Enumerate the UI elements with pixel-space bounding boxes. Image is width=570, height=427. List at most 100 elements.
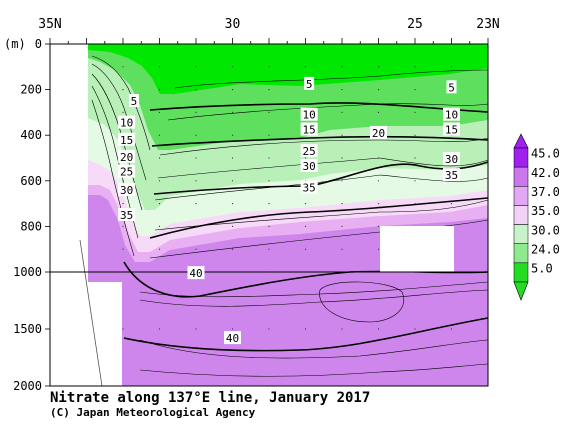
contour-line (167, 103, 489, 121)
y-axis-unit: (m) (4, 37, 26, 51)
station-dot (377, 225, 380, 227)
contour-label: 35 (120, 209, 133, 222)
legend-label: 30.0 (531, 223, 560, 237)
station-dot (414, 111, 416, 113)
station-dot (341, 111, 343, 113)
contour-label: 30 (303, 160, 316, 173)
y-tick-label: 200 (20, 83, 42, 97)
station-dot (122, 180, 124, 182)
chart-title: Nitrate along 137°E line, January 2017 (50, 390, 370, 406)
station-dot (122, 66, 124, 68)
contour-line (159, 137, 489, 156)
station-dot (268, 225, 270, 227)
contour-line (139, 339, 489, 359)
station-dot (122, 111, 124, 113)
station-dot (414, 66, 416, 68)
contour-40-deep (123, 317, 489, 352)
contour-label-box (304, 76, 315, 90)
station-dot (231, 328, 234, 330)
contour-label-box (300, 180, 318, 194)
station-dot (414, 203, 416, 205)
station-dot (158, 157, 161, 159)
y-tick-label: 1500 (13, 322, 42, 336)
legend-label: 5.0 (531, 262, 553, 276)
contour-label: 30 (445, 153, 458, 166)
contour-label: 5 (306, 78, 313, 91)
contour-line (174, 69, 489, 89)
contour-label: 5 (131, 95, 138, 108)
station-dot (231, 180, 234, 182)
station-dot (195, 66, 197, 68)
station-dot (414, 180, 416, 182)
station-dot (341, 328, 343, 330)
station-dot (158, 248, 161, 250)
station-dot (122, 225, 124, 227)
station-dot (304, 203, 307, 205)
station-dot (341, 157, 343, 159)
contour-label: 15 (303, 124, 316, 137)
contour-line (139, 363, 489, 377)
legend-swatch (513, 224, 529, 244)
station-dot (195, 203, 197, 205)
station-dot (231, 248, 234, 250)
station-dot (268, 134, 270, 136)
contour-label: 25 (303, 145, 316, 158)
bathymetry-line (79, 239, 103, 387)
legend-label: 42.0 (531, 166, 560, 180)
contour-label-box (187, 266, 205, 280)
station-dot (122, 248, 124, 250)
station-dot (158, 180, 161, 182)
contour-label: 15 (120, 134, 133, 147)
legend-swatch (513, 243, 529, 264)
contour-label-box (370, 125, 387, 139)
contour-label-box (300, 107, 318, 121)
contour-label-box (118, 164, 136, 178)
contour-label-box (118, 132, 136, 146)
contour-label: 10 (445, 109, 458, 122)
contour-line (149, 219, 489, 259)
contour-line (139, 289, 489, 307)
x-tick-label: 25 (407, 17, 423, 32)
contour-30 (149, 197, 489, 239)
station-dot (268, 248, 270, 250)
contour-line (91, 73, 143, 211)
station-dot (195, 248, 197, 250)
station-dot (377, 203, 380, 205)
station-dot (377, 248, 380, 250)
y-tick-label: 600 (20, 174, 42, 188)
contour-label: 35 (445, 169, 458, 182)
contour-label-box (300, 122, 318, 136)
station-dot (268, 157, 270, 159)
station-dot (414, 328, 416, 330)
contour-label: 35 (303, 182, 316, 195)
station-dot (341, 248, 343, 250)
contour-label: 20 (372, 127, 385, 140)
station-dot (341, 225, 343, 227)
station-dot (195, 134, 197, 136)
contour-label-box (118, 182, 136, 196)
axes: 35N 30 25 23N 0 200 400 600 800 1000 1500 2000 (m) (4, 17, 500, 393)
chart-credit: (C) Japan Meteorological Agency (50, 406, 256, 419)
legend-swatch (513, 186, 529, 206)
x-tick-label: 35N (38, 17, 61, 32)
station-dot (304, 157, 307, 159)
legend-top-arrow (513, 133, 529, 149)
contour-label-box (443, 122, 460, 136)
contour-label-box (118, 149, 136, 163)
contour-label-box (300, 144, 318, 158)
contour-lines (91, 55, 489, 377)
station-dot (195, 111, 197, 113)
station-dot (268, 203, 270, 205)
contour-label: 25 (120, 166, 133, 179)
station-dot (268, 180, 270, 182)
station-dot (158, 89, 161, 91)
station-dot (304, 66, 307, 68)
contour-label-box (443, 107, 460, 121)
station-dot (450, 66, 453, 68)
legend-label: 45.0 (531, 147, 560, 161)
station-dot (231, 66, 234, 68)
no-data-mask-right (380, 226, 454, 272)
y-tick-label: 2000 (13, 379, 42, 393)
